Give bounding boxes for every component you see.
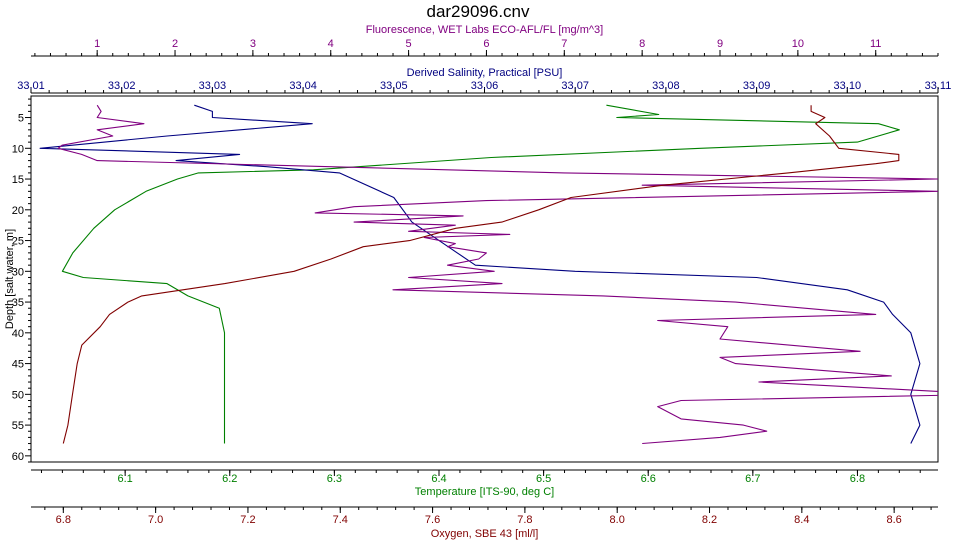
oxygen-tick-label: 7.4 bbox=[333, 514, 348, 526]
fluorescence-tick-label: 2 bbox=[172, 38, 178, 50]
y-tick-label: 50 bbox=[12, 389, 24, 401]
fluorescence-tick-label: 5 bbox=[406, 38, 412, 50]
temperature-axis-title: Temperature [ITS-90, deg C] bbox=[415, 486, 554, 498]
fluorescence-tick-label: 3 bbox=[250, 38, 256, 50]
temperature-tick-label: 6.2 bbox=[222, 473, 237, 485]
y-axis-title: Depth [salt water, m] bbox=[4, 229, 16, 329]
temperature-tick-label: 6.6 bbox=[641, 473, 656, 485]
salinity-tick-label: 33.07 bbox=[561, 80, 589, 92]
salinity-tick-label: 33.06 bbox=[471, 80, 499, 92]
y-tick-label: 15 bbox=[12, 174, 24, 186]
fluorescence-tick-label: 1 bbox=[94, 38, 100, 50]
salinity-tick-label: 33.05 bbox=[380, 80, 408, 92]
salinity-tick-label: 33.04 bbox=[289, 80, 317, 92]
fluorescence-tick-label: 9 bbox=[717, 38, 723, 50]
salinity-tick-label: 33.01 bbox=[17, 80, 45, 92]
oxygen-tick-label: 7.2 bbox=[240, 514, 255, 526]
salinity-tick-label: 33.08 bbox=[652, 80, 680, 92]
temperature-tick-label: 6.4 bbox=[431, 473, 446, 485]
temperature-tick-label: 6.5 bbox=[536, 473, 551, 485]
fluorescence-tick-label: 4 bbox=[328, 38, 334, 50]
y-tick-label: 10 bbox=[12, 143, 24, 155]
y-tick-label: 5 bbox=[18, 113, 24, 125]
temperature-tick-label: 6.8 bbox=[850, 473, 865, 485]
oxygen-tick-label: 6.8 bbox=[56, 514, 71, 526]
oxygen-tick-label: 8.2 bbox=[702, 514, 717, 526]
oxygen-tick-label: 7.0 bbox=[148, 514, 163, 526]
temperature-tick-label: 6.1 bbox=[118, 473, 133, 485]
temperature-series-line bbox=[61, 104, 900, 444]
salinity-tick-label: 33.10 bbox=[834, 80, 862, 92]
y-tick-label: 20 bbox=[12, 205, 24, 217]
oxygen-series-line bbox=[62, 105, 900, 444]
salinity-tick-label: 33.02 bbox=[108, 80, 136, 92]
fluorescence-tick-label: 6 bbox=[483, 38, 489, 50]
fluorescence-series-line bbox=[57, 104, 938, 445]
fluorescence-axis-title: Fluorescence, WET Labs ECO-AFL/FL [mg/m^… bbox=[366, 24, 603, 36]
temperature-tick-label: 6.7 bbox=[745, 473, 760, 485]
y-tick-label: 25 bbox=[12, 236, 24, 248]
oxygen-tick-label: 8.0 bbox=[610, 514, 625, 526]
plot-area bbox=[30, 95, 939, 463]
fluorescence-tick-label: 11 bbox=[870, 38, 881, 50]
salinity-tick-label: 33.09 bbox=[743, 80, 771, 92]
salinity-tick-label: 33.11 bbox=[925, 80, 952, 92]
y-tick-label: 30 bbox=[12, 266, 24, 278]
chart-title: dar29096.cnv bbox=[426, 2, 530, 21]
oxygen-tick-label: 8.4 bbox=[794, 514, 809, 526]
salinity-axis-title: Derived Salinity, Practical [PSU] bbox=[407, 67, 563, 79]
oxygen-tick-label: 7.6 bbox=[425, 514, 440, 526]
salinity-tick-label: 33.03 bbox=[199, 80, 227, 92]
y-tick-label: 45 bbox=[12, 359, 24, 371]
temperature-tick-label: 6.3 bbox=[327, 473, 342, 485]
y-tick-label: 35 bbox=[12, 297, 24, 309]
fluorescence-tick-label: 10 bbox=[792, 38, 804, 50]
y-tick-label: 40 bbox=[12, 328, 24, 340]
y-tick-label: 60 bbox=[12, 451, 24, 463]
fluorescence-tick-label: 7 bbox=[561, 38, 567, 50]
fluorescence-tick-label: 8 bbox=[639, 38, 645, 50]
salinity-series-line bbox=[39, 104, 921, 444]
oxygen-axis-title: Oxygen, SBE 43 [ml/l] bbox=[431, 528, 539, 540]
y-tick-label: 55 bbox=[12, 420, 24, 432]
oxygen-tick-label: 7.8 bbox=[517, 514, 532, 526]
oxygen-tick-label: 8.6 bbox=[887, 514, 902, 526]
series-layer bbox=[39, 104, 938, 445]
